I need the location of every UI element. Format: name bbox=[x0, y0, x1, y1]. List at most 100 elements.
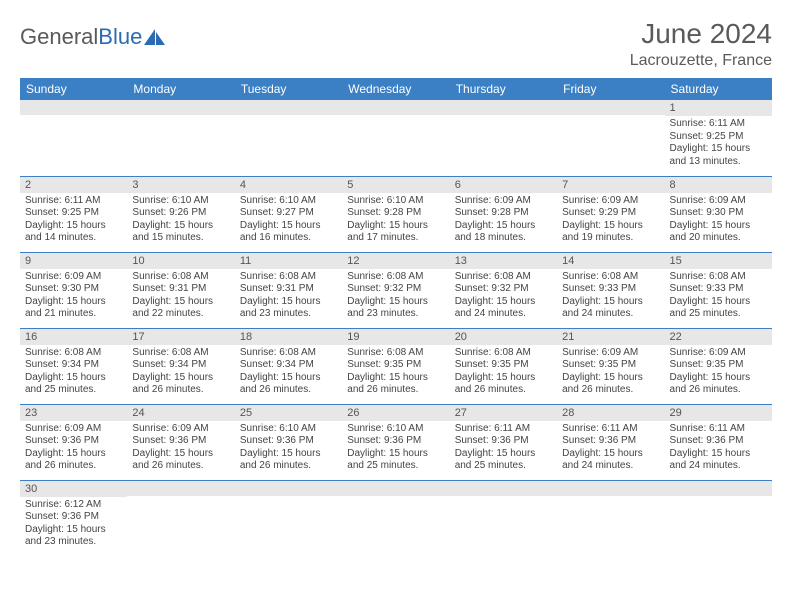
day-number bbox=[342, 100, 449, 115]
calendar-cell: 21Sunrise: 6:09 AMSunset: 9:35 PMDayligh… bbox=[557, 328, 664, 404]
location: Lacrouzette, France bbox=[630, 52, 772, 70]
calendar-cell: 12Sunrise: 6:08 AMSunset: 9:32 PMDayligh… bbox=[342, 252, 449, 328]
sunset-text: Sunset: 9:26 PM bbox=[132, 207, 229, 220]
day-number: 12 bbox=[342, 253, 449, 269]
calendar-cell: 30Sunrise: 6:12 AMSunset: 9:36 PMDayligh… bbox=[20, 480, 127, 556]
sunset-text: Sunset: 9:36 PM bbox=[25, 511, 122, 524]
calendar-cell: 3Sunrise: 6:10 AMSunset: 9:26 PMDaylight… bbox=[127, 176, 234, 252]
sail-icon bbox=[144, 29, 166, 47]
sunrise-text: Sunrise: 6:09 AM bbox=[670, 195, 767, 208]
sunrise-text: Sunrise: 6:08 AM bbox=[132, 271, 229, 284]
day-number: 24 bbox=[127, 405, 234, 421]
sunrise-text: Sunrise: 6:11 AM bbox=[455, 423, 552, 436]
daylight-text: Daylight: 15 hours and 25 minutes. bbox=[670, 296, 767, 321]
sunset-text: Sunset: 9:28 PM bbox=[347, 207, 444, 220]
day-number: 14 bbox=[557, 253, 664, 269]
day-body: Sunrise: 6:08 AMSunset: 9:34 PMDaylight:… bbox=[127, 345, 234, 401]
day-header-row: Sunday Monday Tuesday Wednesday Thursday… bbox=[20, 78, 772, 100]
calendar-cell: 16Sunrise: 6:08 AMSunset: 9:34 PMDayligh… bbox=[20, 328, 127, 404]
sunrise-text: Sunrise: 6:08 AM bbox=[240, 271, 337, 284]
day-number bbox=[665, 481, 772, 496]
day-number: 10 bbox=[127, 253, 234, 269]
calendar-row: 30Sunrise: 6:12 AMSunset: 9:36 PMDayligh… bbox=[20, 480, 772, 556]
daylight-text: Daylight: 15 hours and 26 minutes. bbox=[25, 448, 122, 473]
day-number: 18 bbox=[235, 329, 342, 345]
calendar-cell: 25Sunrise: 6:10 AMSunset: 9:36 PMDayligh… bbox=[235, 404, 342, 480]
calendar-cell: 29Sunrise: 6:11 AMSunset: 9:36 PMDayligh… bbox=[665, 404, 772, 480]
calendar-cell: 14Sunrise: 6:08 AMSunset: 9:33 PMDayligh… bbox=[557, 252, 664, 328]
sunset-text: Sunset: 9:28 PM bbox=[455, 207, 552, 220]
day-number: 4 bbox=[235, 177, 342, 193]
day-number bbox=[450, 100, 557, 115]
calendar-cell: 28Sunrise: 6:11 AMSunset: 9:36 PMDayligh… bbox=[557, 404, 664, 480]
day-number bbox=[557, 481, 664, 496]
daylight-text: Daylight: 15 hours and 19 minutes. bbox=[562, 220, 659, 245]
sunrise-text: Sunrise: 6:10 AM bbox=[240, 423, 337, 436]
daylight-text: Daylight: 15 hours and 23 minutes. bbox=[347, 296, 444, 321]
calendar-cell: 2Sunrise: 6:11 AMSunset: 9:25 PMDaylight… bbox=[20, 176, 127, 252]
day-number bbox=[235, 100, 342, 115]
calendar-cell bbox=[127, 100, 234, 176]
sunrise-text: Sunrise: 6:08 AM bbox=[347, 271, 444, 284]
calendar-cell bbox=[235, 480, 342, 556]
day-number: 8 bbox=[665, 177, 772, 193]
sunrise-text: Sunrise: 6:09 AM bbox=[562, 347, 659, 360]
daylight-text: Daylight: 15 hours and 23 minutes. bbox=[240, 296, 337, 321]
day-body: Sunrise: 6:11 AMSunset: 9:25 PMDaylight:… bbox=[20, 193, 127, 249]
day-body: Sunrise: 6:11 AMSunset: 9:36 PMDaylight:… bbox=[665, 421, 772, 477]
day-number: 2 bbox=[20, 177, 127, 193]
dh-thu: Thursday bbox=[450, 78, 557, 100]
header: GeneralBlue June 2024 Lacrouzette, Franc… bbox=[20, 18, 772, 70]
day-number: 11 bbox=[235, 253, 342, 269]
sunrise-text: Sunrise: 6:08 AM bbox=[25, 347, 122, 360]
sunset-text: Sunset: 9:31 PM bbox=[240, 283, 337, 296]
day-body: Sunrise: 6:10 AMSunset: 9:26 PMDaylight:… bbox=[127, 193, 234, 249]
day-number bbox=[557, 100, 664, 115]
sunrise-text: Sunrise: 6:11 AM bbox=[562, 423, 659, 436]
calendar-cell: 19Sunrise: 6:08 AMSunset: 9:35 PMDayligh… bbox=[342, 328, 449, 404]
sunrise-text: Sunrise: 6:09 AM bbox=[670, 347, 767, 360]
dh-tue: Tuesday bbox=[235, 78, 342, 100]
sunset-text: Sunset: 9:36 PM bbox=[132, 435, 229, 448]
daylight-text: Daylight: 15 hours and 26 minutes. bbox=[455, 372, 552, 397]
sunset-text: Sunset: 9:33 PM bbox=[670, 283, 767, 296]
day-number: 1 bbox=[665, 100, 772, 116]
calendar-cell: 11Sunrise: 6:08 AMSunset: 9:31 PMDayligh… bbox=[235, 252, 342, 328]
calendar-cell: 17Sunrise: 6:08 AMSunset: 9:34 PMDayligh… bbox=[127, 328, 234, 404]
day-number: 21 bbox=[557, 329, 664, 345]
calendar-cell: 13Sunrise: 6:08 AMSunset: 9:32 PMDayligh… bbox=[450, 252, 557, 328]
sunrise-text: Sunrise: 6:08 AM bbox=[455, 347, 552, 360]
month-title: June 2024 bbox=[630, 18, 772, 50]
sunrise-text: Sunrise: 6:08 AM bbox=[132, 347, 229, 360]
calendar-cell: 5Sunrise: 6:10 AMSunset: 9:28 PMDaylight… bbox=[342, 176, 449, 252]
daylight-text: Daylight: 15 hours and 26 minutes. bbox=[132, 448, 229, 473]
day-number bbox=[235, 481, 342, 496]
calendar-cell: 7Sunrise: 6:09 AMSunset: 9:29 PMDaylight… bbox=[557, 176, 664, 252]
day-body: Sunrise: 6:09 AMSunset: 9:30 PMDaylight:… bbox=[20, 269, 127, 325]
dh-wed: Wednesday bbox=[342, 78, 449, 100]
sunrise-text: Sunrise: 6:09 AM bbox=[132, 423, 229, 436]
day-number: 15 bbox=[665, 253, 772, 269]
brand-part1: General bbox=[20, 24, 98, 50]
sunrise-text: Sunrise: 6:08 AM bbox=[562, 271, 659, 284]
sunset-text: Sunset: 9:36 PM bbox=[240, 435, 337, 448]
calendar-cell bbox=[342, 480, 449, 556]
day-number: 22 bbox=[665, 329, 772, 345]
calendar-cell: 26Sunrise: 6:10 AMSunset: 9:36 PMDayligh… bbox=[342, 404, 449, 480]
sunrise-text: Sunrise: 6:09 AM bbox=[25, 271, 122, 284]
daylight-text: Daylight: 15 hours and 22 minutes. bbox=[132, 296, 229, 321]
day-body: Sunrise: 6:08 AMSunset: 9:31 PMDaylight:… bbox=[235, 269, 342, 325]
sunrise-text: Sunrise: 6:08 AM bbox=[240, 347, 337, 360]
daylight-text: Daylight: 15 hours and 26 minutes. bbox=[240, 372, 337, 397]
daylight-text: Daylight: 15 hours and 26 minutes. bbox=[240, 448, 337, 473]
brand-logo: GeneralBlue bbox=[20, 18, 166, 50]
calendar-cell: 10Sunrise: 6:08 AMSunset: 9:31 PMDayligh… bbox=[127, 252, 234, 328]
calendar-cell: 23Sunrise: 6:09 AMSunset: 9:36 PMDayligh… bbox=[20, 404, 127, 480]
day-body: Sunrise: 6:11 AMSunset: 9:36 PMDaylight:… bbox=[557, 421, 664, 477]
sunset-text: Sunset: 9:34 PM bbox=[132, 359, 229, 372]
sunrise-text: Sunrise: 6:08 AM bbox=[670, 271, 767, 284]
calendar-row: 1Sunrise: 6:11 AMSunset: 9:25 PMDaylight… bbox=[20, 100, 772, 176]
sunset-text: Sunset: 9:25 PM bbox=[25, 207, 122, 220]
daylight-text: Daylight: 15 hours and 17 minutes. bbox=[347, 220, 444, 245]
day-number: 17 bbox=[127, 329, 234, 345]
